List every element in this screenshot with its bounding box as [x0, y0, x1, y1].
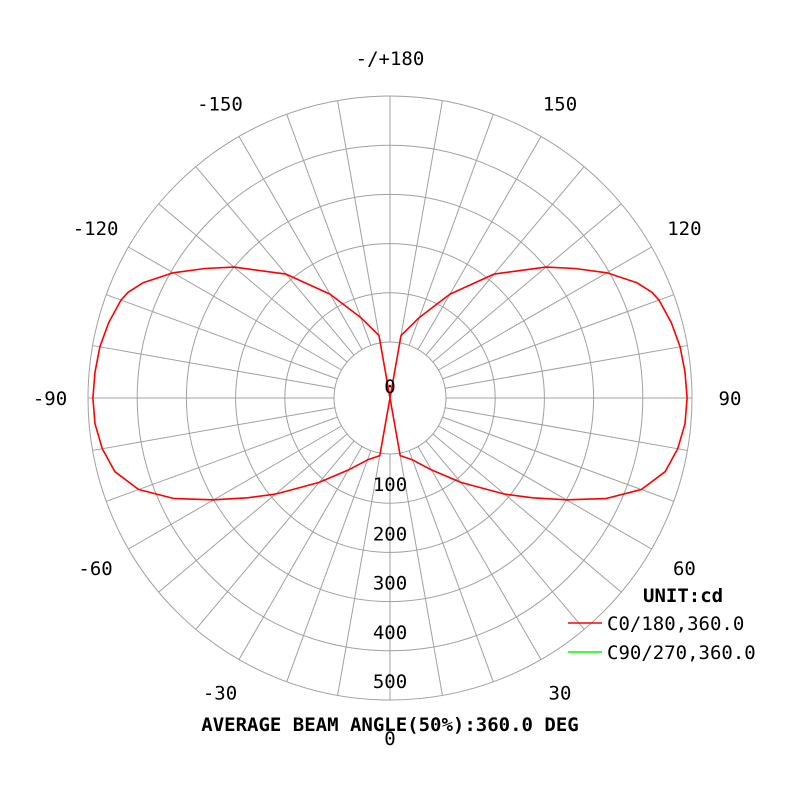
grid-spoke — [286, 114, 372, 346]
grid-spoke — [337, 100, 381, 343]
legend-label-c0: C0/180,360.0 — [607, 613, 744, 635]
grid-spoke — [438, 425, 652, 550]
grid-spoke — [128, 425, 342, 550]
grid-spoke — [408, 114, 494, 346]
grid-spoke — [438, 246, 652, 371]
radial-tick-label: 100 — [373, 474, 407, 496]
legend-label-c90: C90/270,360.0 — [607, 642, 756, 664]
grid-spoke — [195, 440, 355, 630]
grid-spoke — [399, 453, 443, 696]
curves — [92, 266, 688, 501]
angle-label: 150 — [543, 94, 577, 116]
angle-label: -/+180 — [356, 48, 425, 70]
legend: C0/180,360.0 C90/270,360.0 — [568, 613, 756, 664]
grid-spoke — [128, 246, 342, 371]
angle-label: -120 — [73, 218, 119, 240]
grid-spoke — [286, 450, 372, 682]
radial-tick-labels: 0 100 200 300 400 500 — [373, 376, 407, 693]
angle-labels: 0 30 -30 60 -60 90 -90 120 -120 150 -150 -/+180 — [33, 48, 742, 750]
radial-tick-label: 400 — [373, 622, 407, 644]
grid-spoke — [92, 407, 335, 451]
series-curve-0 — [92, 266, 688, 501]
radial-tick-label: 300 — [373, 573, 407, 595]
unit-label: UNIT:cd — [643, 585, 723, 607]
grid-spoke — [337, 453, 381, 696]
grid-spoke — [106, 416, 338, 502]
radial-tick-label: 200 — [373, 523, 407, 545]
grid-spoke — [158, 203, 348, 363]
angle-label: -30 — [203, 682, 237, 704]
angle-label: 60 — [673, 558, 696, 580]
radial-tick-label: 0 — [384, 376, 395, 398]
grid-spoke — [238, 446, 363, 660]
grid-spoke — [432, 203, 622, 363]
beam-angle-footer: AVERAGE BEAM ANGLE(50%):360.0 DEG — [201, 714, 579, 736]
grid-spoke — [92, 345, 335, 389]
grid-spoke — [432, 433, 622, 593]
grid-spoke — [442, 416, 674, 502]
grid-spoke — [195, 166, 355, 356]
angle-label: 0 — [384, 728, 395, 750]
grid-spoke — [417, 136, 542, 350]
angle-label: -60 — [78, 558, 112, 580]
radial-tick-label: 500 — [373, 671, 407, 693]
polar-grid — [87, 95, 693, 701]
grid-spoke — [445, 407, 688, 451]
grid-spoke — [417, 446, 542, 660]
grid-spoke — [445, 345, 688, 389]
grid-spoke — [408, 450, 494, 682]
angle-label: 30 — [549, 682, 572, 704]
grid-spoke — [425, 440, 585, 630]
grid-spoke — [106, 294, 338, 380]
grid-spoke — [158, 433, 348, 593]
grid-spoke — [399, 100, 443, 343]
angle-label: 120 — [667, 218, 701, 240]
angle-label: -150 — [197, 94, 243, 116]
grid-spoke — [238, 136, 363, 350]
grid-spoke — [425, 166, 585, 356]
angle-label: 90 — [719, 388, 742, 410]
angle-label: -90 — [33, 388, 67, 410]
grid-spoke — [442, 294, 674, 380]
